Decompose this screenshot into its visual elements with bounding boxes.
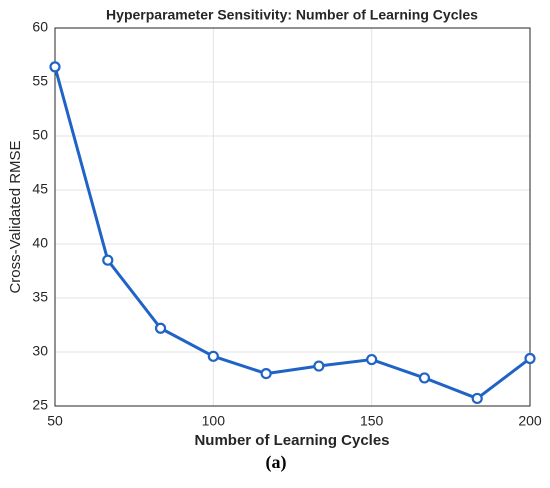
y-tick-label: 60 [32, 19, 48, 35]
data-point [207, 350, 219, 362]
y-tick-label: 55 [32, 73, 48, 89]
data-point [49, 61, 61, 73]
y-axis-label: Cross-Validated RMSE [7, 140, 24, 293]
y-tick-label: 40 [32, 235, 48, 251]
data-point [313, 360, 325, 372]
y-tick-label: 45 [32, 181, 48, 197]
caption: (a) [266, 452, 287, 473]
x-axis-label: Number of Learning Cycles [194, 432, 389, 449]
chart-title: Hyperparameter Sensitivity: Number of Le… [106, 7, 478, 23]
data-point [102, 254, 114, 266]
data-line [53, 66, 531, 400]
x-tick-label: 150 [360, 413, 384, 429]
y-tick-label: 25 [32, 397, 48, 413]
data-point [471, 392, 483, 405]
data-point [524, 352, 536, 365]
x-tick-label: 50 [47, 413, 63, 429]
data-point [366, 353, 378, 366]
data-point [418, 372, 431, 384]
x-tick-label: 200 [518, 413, 542, 429]
y-tick-label: 35 [32, 289, 48, 305]
data-point [154, 322, 167, 334]
data-point [260, 368, 272, 380]
plot-frame [54, 27, 531, 407]
x-tick-label: 100 [202, 413, 226, 429]
y-tick-label: 50 [32, 127, 48, 143]
y-tick-label: 30 [32, 343, 48, 359]
